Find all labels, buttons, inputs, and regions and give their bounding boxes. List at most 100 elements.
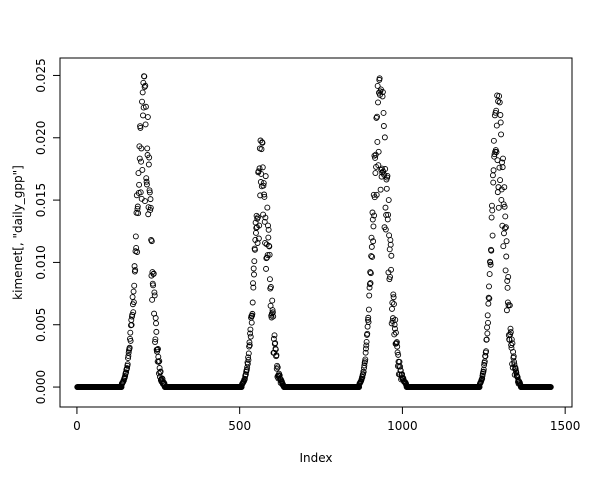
data-point	[151, 289, 158, 296]
data-point	[269, 309, 276, 316]
data-point	[156, 358, 163, 365]
x-tick-label: 0	[73, 419, 81, 433]
data-point	[359, 374, 366, 381]
data-point	[394, 349, 401, 356]
data-point	[137, 189, 144, 196]
data-point	[495, 204, 502, 211]
data-point	[265, 234, 272, 241]
data-point	[260, 180, 267, 187]
data-point	[365, 314, 372, 321]
data-point	[131, 282, 138, 289]
data-point	[145, 161, 152, 168]
data-point	[392, 329, 399, 336]
data-point	[366, 281, 373, 287]
data-point	[256, 222, 263, 229]
data-point	[152, 336, 159, 343]
data-point	[263, 255, 270, 262]
y-axis-label: kimenet[, "daily_gpp"]	[11, 165, 25, 300]
data-point	[266, 243, 273, 250]
data-point	[494, 157, 501, 164]
data-point	[511, 358, 518, 365]
data-point	[481, 362, 488, 368]
data-point	[259, 164, 266, 171]
data-point	[276, 372, 283, 379]
data-point	[149, 296, 156, 303]
data-point	[363, 338, 370, 345]
data-point	[134, 203, 141, 210]
data-point	[139, 89, 146, 96]
data-point	[385, 197, 392, 204]
data-point	[258, 146, 265, 153]
data-point	[136, 155, 143, 162]
data-point	[146, 154, 153, 161]
data-point	[380, 123, 387, 129]
data-point	[367, 270, 374, 277]
data-point	[488, 214, 495, 221]
data-point	[250, 280, 256, 287]
data-point	[383, 185, 390, 192]
y-tick-label: 0.010	[34, 245, 48, 279]
data-point	[244, 360, 251, 367]
data-point	[254, 214, 261, 221]
data-point	[153, 320, 159, 327]
y-tick-label: 0.005	[34, 308, 48, 342]
data-point	[250, 265, 257, 272]
data-point	[134, 205, 141, 212]
data-point	[388, 266, 394, 273]
data-point	[259, 139, 266, 146]
data-point	[246, 339, 253, 346]
data-point	[509, 340, 516, 347]
data-point	[127, 329, 134, 336]
data-point	[142, 121, 149, 128]
data-point	[155, 346, 161, 352]
data-point	[260, 182, 267, 189]
data-point	[123, 369, 130, 376]
data-point	[247, 333, 254, 340]
data-point	[152, 339, 158, 345]
data-point	[392, 316, 399, 323]
data-point	[375, 99, 381, 106]
data-point	[362, 349, 369, 356]
y-axis: 0.000 0.005 0.010 0.015 0.020 0.025	[34, 58, 60, 404]
data-point	[265, 226, 272, 233]
data-point	[268, 310, 275, 317]
data-point	[369, 209, 376, 216]
data-point	[132, 267, 139, 274]
data-point	[382, 204, 389, 211]
data-point	[128, 321, 135, 328]
data-point	[134, 249, 141, 255]
data-point	[146, 189, 153, 196]
data-point	[261, 218, 268, 225]
data-point	[147, 196, 154, 203]
data-point	[391, 331, 398, 338]
data-point	[501, 184, 508, 191]
data-point	[497, 112, 504, 118]
data-point	[373, 191, 380, 198]
data-point	[273, 365, 280, 372]
data-point	[371, 212, 378, 219]
data-point	[368, 234, 375, 241]
data-point	[135, 210, 142, 217]
data-point	[245, 357, 252, 363]
data-point	[500, 155, 506, 162]
data-point	[507, 329, 514, 336]
data-point	[249, 310, 256, 317]
data-point	[489, 232, 496, 239]
data-point	[243, 366, 250, 373]
data-point	[150, 282, 157, 289]
data-point	[487, 259, 494, 266]
data-point	[273, 352, 280, 359]
data-point	[374, 113, 380, 120]
data-point	[251, 258, 258, 265]
data-point	[150, 270, 157, 277]
data-point	[391, 301, 397, 308]
data-point	[501, 203, 508, 210]
data-point	[381, 134, 388, 141]
data-point	[261, 194, 268, 200]
data-point	[245, 354, 252, 361]
data-point	[250, 284, 257, 291]
data-point	[497, 119, 504, 126]
data-point	[269, 297, 276, 304]
x-tick-label: 1000	[387, 419, 418, 433]
